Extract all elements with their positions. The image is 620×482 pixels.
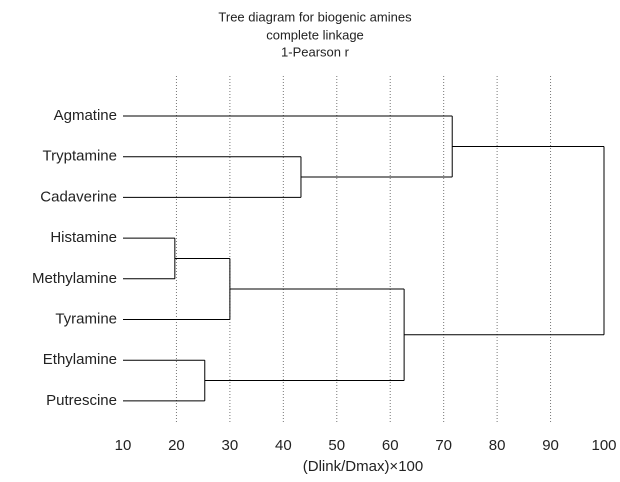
leaf-label: Tryptamine [43,148,117,165]
x-tick-label: 50 [328,437,345,454]
leaf-label: Ethylamine [43,351,117,368]
chart-title: Tree diagram for biogenic amines [218,9,412,24]
x-tick-label: 20 [168,437,185,454]
x-tick-label: 40 [275,437,292,454]
chart-title: complete linkage [266,27,364,42]
x-tick-label: 90 [542,437,559,454]
x-axis-label: (Dlink/Dmax)×100 [303,458,423,475]
x-tick-label: 30 [222,437,239,454]
chart-title: 1-Pearson r [281,44,350,59]
leaf-label: Cadaverine [40,188,117,205]
leaf-label: Putrescine [46,392,117,409]
leaf-label: Histamine [50,229,117,246]
x-tick-label: 60 [382,437,399,454]
x-tick-label: 80 [489,437,506,454]
x-tick-label: 10 [115,437,132,454]
x-tick-label: 70 [435,437,452,454]
leaf-label: Tyramine [55,310,117,327]
leaf-label: Agmatine [54,107,117,124]
x-tick-label: 100 [591,437,616,454]
leaf-label: Methylamine [32,270,117,287]
